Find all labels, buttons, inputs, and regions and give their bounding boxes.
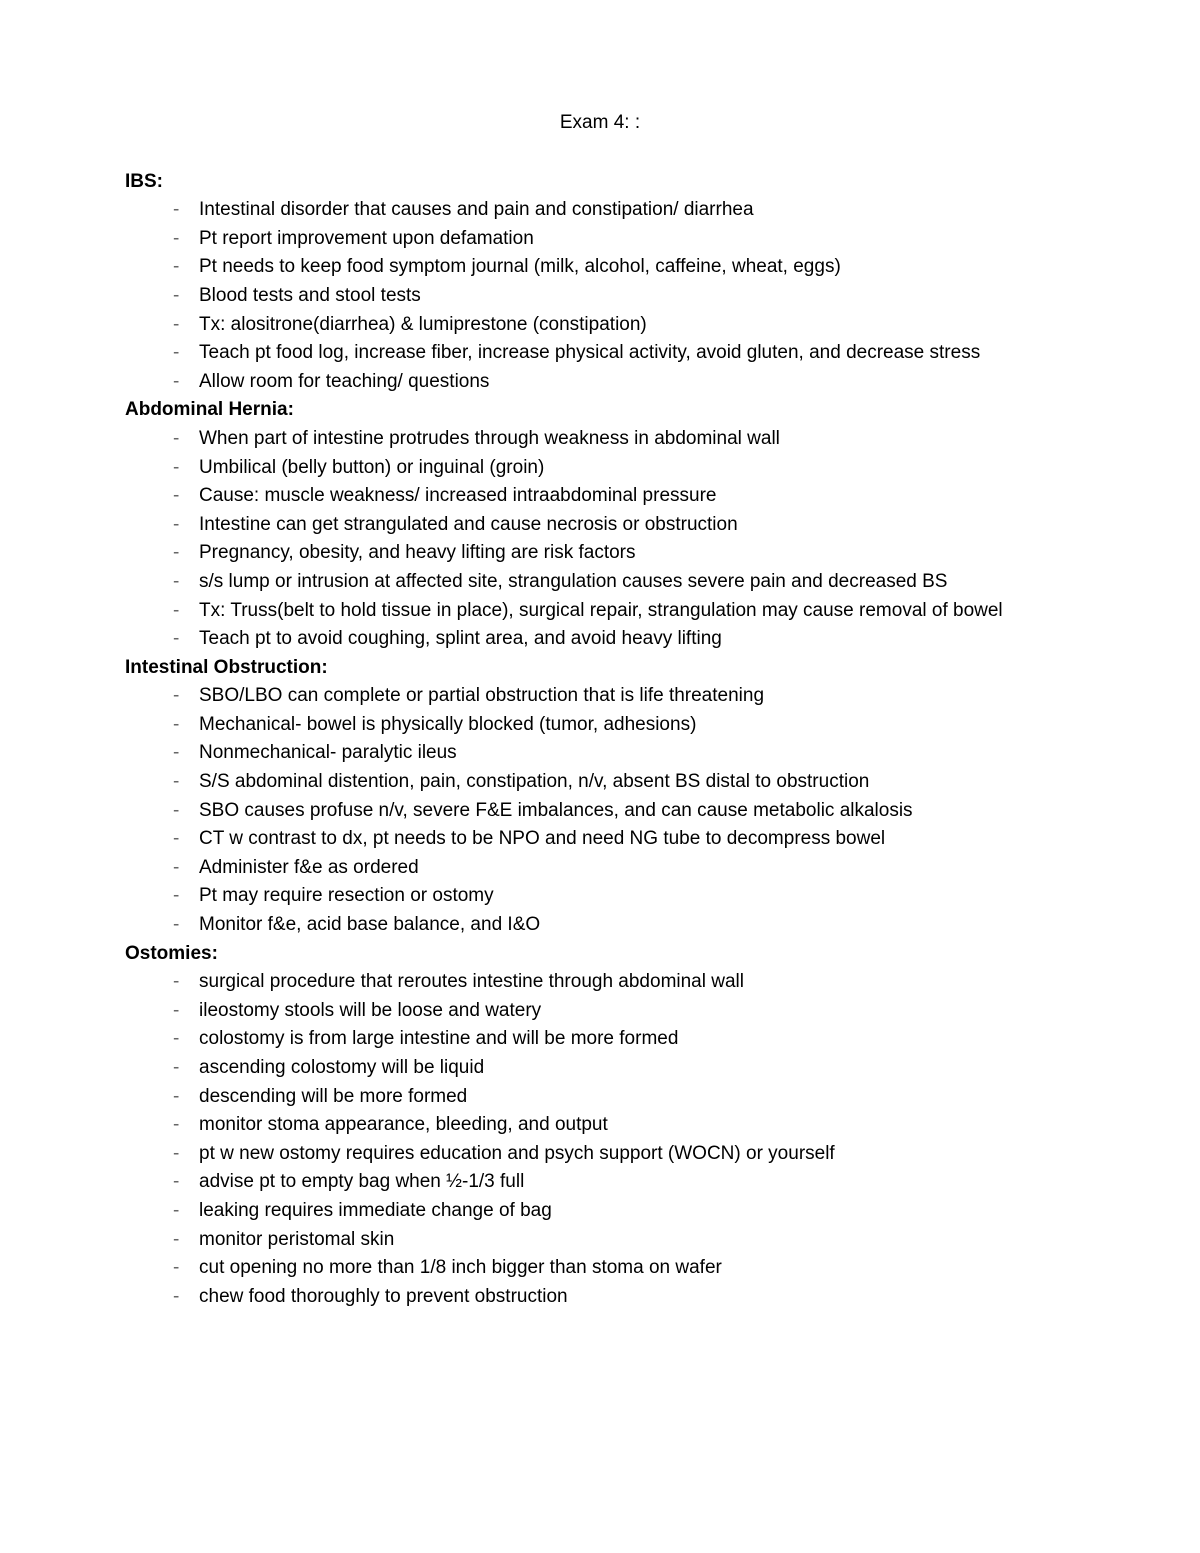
list-item: Monitor f&e, acid base balance, and I&O [173,912,1075,939]
section-heading: IBS: [125,169,1075,196]
list-item: monitor peristomal skin [173,1227,1075,1254]
list-item: Pt needs to keep food symptom journal (m… [173,254,1075,281]
list-item: colostomy is from large intestine and wi… [173,1026,1075,1053]
list-item: Umbilical (belly button) or inguinal (gr… [173,455,1075,482]
list-item: Tx: alositrone(diarrhea) & lumiprestone … [173,312,1075,339]
list-item: monitor stoma appearance, bleeding, and … [173,1112,1075,1139]
section-list: SBO/LBO can complete or partial obstruct… [125,683,1075,938]
section-heading: Abdominal Hernia: [125,397,1075,424]
list-item: Pt report improvement upon defamation [173,226,1075,253]
section-intestinal-obstruction: Intestinal Obstruction: SBO/LBO can comp… [125,655,1075,939]
list-item: Nonmechanical- paralytic ileus [173,740,1075,767]
list-item: Pregnancy, obesity, and heavy lifting ar… [173,540,1075,567]
list-item: Teach pt food log, increase fiber, incre… [173,340,1075,367]
list-item: s/s lump or intrusion at affected site, … [173,569,1075,596]
document-title: Exam 4: : [125,110,1075,137]
section-abdominal-hernia: Abdominal Hernia: When part of intestine… [125,397,1075,652]
section-list: When part of intestine protrudes through… [125,426,1075,653]
list-item: leaking requires immediate change of bag [173,1198,1075,1225]
list-item: When part of intestine protrudes through… [173,426,1075,453]
list-item: Intestinal disorder that causes and pain… [173,197,1075,224]
list-item: ileostomy stools will be loose and water… [173,998,1075,1025]
section-heading: Intestinal Obstruction: [125,655,1075,682]
list-item: Mechanical- bowel is physically blocked … [173,712,1075,739]
section-list: Intestinal disorder that causes and pain… [125,197,1075,395]
list-item: Tx: Truss(belt to hold tissue in place),… [173,598,1075,625]
list-item: Intestine can get strangulated and cause… [173,512,1075,539]
list-item: SBO causes profuse n/v, severe F&E imbal… [173,798,1075,825]
list-item: ascending colostomy will be liquid [173,1055,1075,1082]
list-item: SBO/LBO can complete or partial obstruct… [173,683,1075,710]
list-item: S/S abdominal distention, pain, constipa… [173,769,1075,796]
section-list: surgical procedure that reroutes intesti… [125,969,1075,1310]
list-item: surgical procedure that reroutes intesti… [173,969,1075,996]
list-item: descending will be more formed [173,1084,1075,1111]
list-item: Pt may require resection or ostomy [173,883,1075,910]
list-item: pt w new ostomy requires education and p… [173,1141,1075,1168]
list-item: cut opening no more than 1/8 inch bigger… [173,1255,1075,1282]
list-item: Teach pt to avoid coughing, splint area,… [173,626,1075,653]
section-ostomies: Ostomies: surgical procedure that rerout… [125,941,1075,1311]
list-item: Administer f&e as ordered [173,855,1075,882]
list-item: CT w contrast to dx, pt needs to be NPO … [173,826,1075,853]
list-item: chew food thoroughly to prevent obstruct… [173,1284,1075,1311]
list-item: Blood tests and stool tests [173,283,1075,310]
list-item: Allow room for teaching/ questions [173,369,1075,396]
section-ibs: IBS: Intestinal disorder that causes and… [125,169,1075,396]
list-item: advise pt to empty bag when ½-1/3 full [173,1169,1075,1196]
list-item: Cause: muscle weakness/ increased intraa… [173,483,1075,510]
section-heading: Ostomies: [125,941,1075,968]
